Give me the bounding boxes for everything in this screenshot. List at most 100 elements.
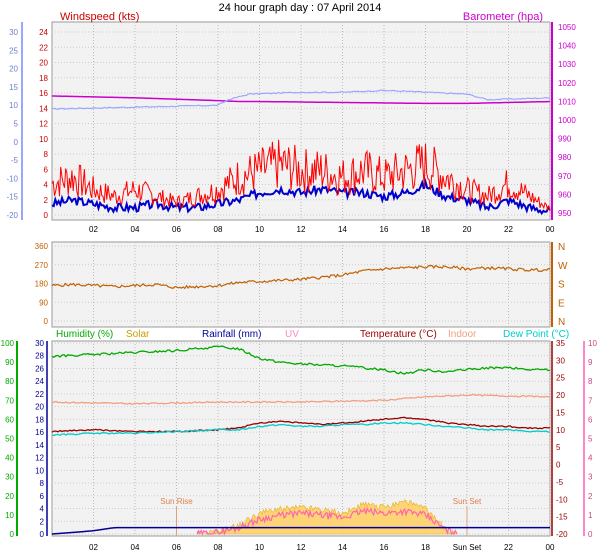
outer-tick-label: -10	[6, 174, 18, 183]
wind-x-tick-label: 04	[131, 225, 140, 234]
windspeed-tick-label: 6	[44, 165, 49, 174]
direction-panel-series	[51, 264, 551, 290]
direction-tick-label: 270	[35, 261, 49, 270]
wind-x-tick-label: 00	[546, 225, 555, 234]
legend-entry: Indoor	[448, 329, 477, 340]
rain-tick-label: 0	[40, 530, 45, 539]
temperature-line	[51, 416, 551, 433]
barometer-tick-label: 980	[558, 153, 572, 162]
windspeed-line	[51, 139, 551, 212]
solar-area	[197, 499, 457, 535]
windspeed-tick-label: 18	[39, 74, 48, 83]
barometer_trace-line	[52, 89, 551, 110]
uv-tick-label: 9	[588, 358, 593, 367]
uv-line	[196, 506, 458, 536]
wind-panel-ticks: 242220181614121086420302520151050-5-10-1…	[6, 22, 576, 234]
indoor-line	[51, 393, 551, 406]
sun-event-label: Sun Rise	[160, 497, 193, 506]
temp-panel-ticks: 1009080706050403020100302826242220181614…	[1, 339, 598, 552]
uv-tick-label: 8	[588, 377, 593, 386]
wind-x-tick-label: 16	[380, 225, 389, 234]
barometer-tick-label: 1020	[558, 79, 576, 88]
rain-tick-label: 6	[40, 492, 45, 501]
rain-tick-label: 8	[40, 479, 45, 488]
uv-tick-label: 3	[588, 473, 593, 482]
direction-tick-label: 360	[35, 242, 49, 251]
temp-x-tick-label: Sun Set	[453, 543, 482, 552]
rain-tick-label: 28	[35, 352, 44, 361]
humidity-tick-label: 60	[5, 415, 14, 424]
barometer-tick-label: 1040	[558, 42, 576, 51]
windspeed-tick-label: 2	[44, 196, 49, 205]
temp-x-tick-label: 14	[338, 543, 347, 552]
wind-x-tick-label: 12	[297, 225, 306, 234]
rain-tick-label: 14	[35, 441, 44, 450]
outer-tick-label: 30	[9, 28, 18, 37]
temperature-tick-label: 0	[556, 461, 561, 470]
windspeed-tick-label: 10	[39, 135, 48, 144]
temp-x-tick-label: 04	[131, 543, 140, 552]
barometer-tick-label: 1030	[558, 60, 576, 69]
legend-entry: Temperature (°C)	[360, 329, 437, 340]
windspeed-tick-label: 14	[39, 104, 48, 113]
uv-tick-label: 4	[588, 454, 593, 463]
temp-x-tick-label: 22	[504, 543, 513, 552]
compass-label: S	[558, 280, 565, 291]
compass-label: N	[558, 317, 565, 328]
humidity-tick-label: 10	[5, 511, 14, 520]
temp-x-tick-label: 08	[214, 543, 223, 552]
uv-tick-label: 6	[588, 415, 593, 424]
outer-tick-label: 5	[14, 120, 19, 129]
direction-tick-label: 180	[35, 280, 49, 289]
rain-tick-label: 2	[40, 517, 45, 526]
humidity-tick-label: 80	[5, 377, 14, 386]
rain-tick-label: 26	[35, 364, 44, 373]
legend-entry: Humidity (%)	[56, 329, 113, 340]
windspeed-tick-label: 12	[39, 120, 48, 129]
barometer-tick-label: 990	[558, 135, 572, 144]
outer-tick-label: 0	[14, 138, 19, 147]
uv-tick-label: 10	[588, 339, 597, 348]
direction-panel-grid	[52, 242, 551, 327]
barometer-tick-label: 1010	[558, 97, 576, 106]
temp-x-tick-label: 16	[380, 543, 389, 552]
windspeed-tick-label: 0	[44, 211, 49, 220]
uv-tick-label: 0	[588, 530, 593, 539]
temp-x-tick-label: 02	[89, 543, 98, 552]
temperature-tick-label: -10	[556, 495, 568, 504]
barometer-tick-label: 1000	[558, 116, 576, 125]
legend-entry: Rainfall (mm)	[202, 329, 261, 340]
rain-tick-label: 18	[35, 415, 44, 424]
wind-x-tick-label: 10	[255, 225, 264, 234]
windspeed-tick-label: 8	[44, 150, 49, 159]
rain-tick-label: 22	[35, 390, 44, 399]
humidity-tick-label: 20	[5, 492, 14, 501]
temperature-tick-label: 35	[556, 339, 565, 348]
barometer-line	[52, 95, 551, 105]
direction-tick-label: 90	[39, 298, 48, 307]
wind-direction-line	[51, 264, 551, 290]
wind-average-line	[51, 177, 551, 216]
temp-x-tick-label: 12	[297, 543, 306, 552]
temperature-tick-label: 30	[556, 356, 565, 365]
barometer-tick-label: 960	[558, 190, 572, 199]
windspeed-axis-label: Windspeed (kts)	[60, 11, 139, 23]
rain-tick-label: 10	[35, 466, 44, 475]
temp-panel-series	[51, 345, 551, 536]
sun-event-label: Sun Set	[453, 497, 482, 506]
rain-tick-label: 24	[35, 377, 44, 386]
windspeed-tick-label: 22	[39, 43, 48, 52]
outer-tick-label: 10	[9, 101, 18, 110]
humidity-line	[51, 345, 551, 375]
temperature-tick-label: 25	[556, 374, 565, 383]
temperature-tick-label: 10	[556, 426, 565, 435]
rain-tick-label: 30	[35, 339, 44, 348]
compass-label: N	[558, 242, 565, 253]
uv-tick-label: 5	[588, 435, 593, 444]
temp-panel-grid	[52, 341, 551, 536]
humidity-tick-label: 50	[5, 435, 14, 444]
rain-tick-label: 20	[35, 403, 44, 412]
outer-tick-label: 25	[9, 46, 18, 55]
